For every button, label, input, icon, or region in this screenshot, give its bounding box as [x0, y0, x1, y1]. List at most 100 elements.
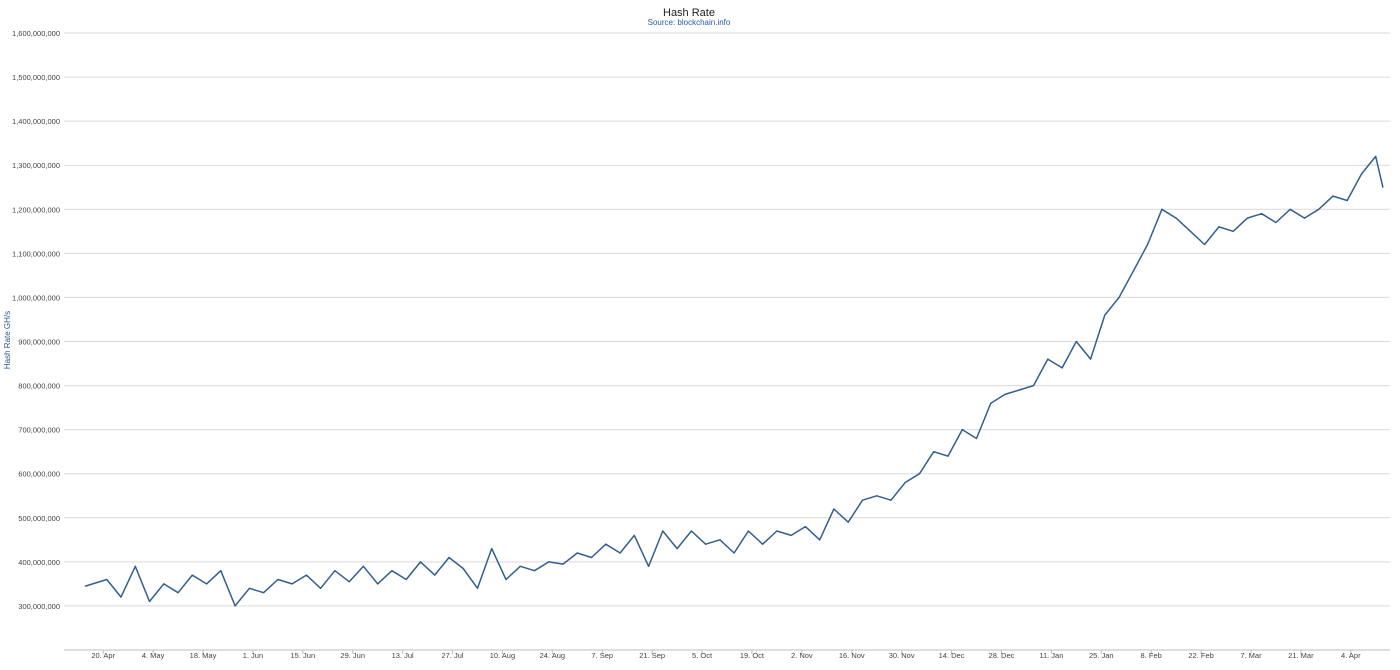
data-point — [576, 552, 578, 554]
data-point — [277, 578, 279, 581]
x-tick-label: 8. Feb — [1141, 651, 1162, 660]
data-point — [918, 473, 921, 475]
data-point — [1075, 340, 1077, 343]
x-tick-label: 18. May — [190, 651, 217, 660]
data-point — [419, 561, 422, 563]
y-tick-label: 1,100,000,000 — [12, 249, 60, 258]
data-point — [163, 583, 165, 585]
x-tick-label: 20. Apr — [91, 651, 115, 660]
y-tick-label: 800,000,000 — [18, 382, 60, 391]
data-point — [590, 556, 593, 559]
y-tick-label: 1,500,000,000 — [12, 73, 60, 82]
data-point — [1175, 217, 1177, 219]
x-tick-label: 5. Oct — [692, 651, 713, 660]
data-point — [1161, 208, 1163, 210]
data-point — [1318, 208, 1320, 210]
x-tick-label: 10. Aug — [490, 651, 515, 660]
y-tick-label: 1,400,000,000 — [12, 117, 60, 126]
x-axis-ticks: 20. Apr 4. May 18. May 1. Jun 15. Jun 29. Jun… — [91, 650, 1361, 660]
x-tick-label: 29. Jun — [340, 651, 365, 660]
data-point — [961, 429, 963, 431]
data-point — [876, 495, 878, 497]
x-tick-label: 22. Feb — [1188, 651, 1213, 660]
data-point — [1218, 226, 1220, 228]
data-point — [84, 585, 86, 587]
x-tick-label: 4. Apr — [1341, 651, 1361, 660]
data-point — [220, 570, 222, 572]
data-point — [819, 539, 821, 541]
y-tick-label: 1,200,000,000 — [12, 205, 60, 214]
data-point — [1375, 155, 1377, 157]
data-point — [1118, 296, 1120, 298]
data-point — [1275, 221, 1277, 224]
data-point — [733, 552, 735, 554]
data-point — [519, 565, 521, 567]
data-point — [348, 581, 350, 583]
data-point — [1289, 208, 1291, 210]
data-point — [1303, 217, 1306, 219]
data-point — [248, 587, 250, 589]
data-point — [476, 587, 479, 589]
data-point — [719, 539, 721, 541]
x-tick-label: 14. Dec — [939, 651, 965, 660]
data-point — [562, 563, 564, 565]
data-point — [1232, 230, 1234, 232]
data-point — [191, 574, 193, 576]
data-point — [1090, 358, 1092, 360]
series-line — [85, 155, 1384, 607]
data-point — [990, 402, 992, 404]
series-layer — [84, 155, 1384, 607]
y-tick-label: 1,000,000,000 — [12, 293, 60, 302]
y-tick-label: 1,300,000,000 — [12, 161, 60, 170]
data-point — [505, 578, 507, 581]
x-tick-label: 28. Dec — [989, 651, 1015, 660]
data-point — [263, 592, 265, 594]
data-point — [1332, 195, 1334, 197]
grid-lines — [64, 32, 1390, 651]
x-tick-label: 19. Oct — [740, 651, 765, 660]
data-point — [1360, 173, 1363, 175]
y-tick-label: 900,000,000 — [18, 338, 60, 347]
data-point — [405, 578, 407, 581]
data-point — [391, 570, 393, 572]
data-point — [291, 583, 293, 585]
data-point — [377, 583, 379, 585]
data-point — [662, 530, 664, 532]
y-tick-label: 400,000,000 — [18, 558, 60, 567]
data-point — [305, 574, 307, 576]
data-point — [847, 521, 849, 523]
data-point — [904, 481, 906, 484]
data-point — [334, 570, 336, 572]
data-point — [362, 565, 364, 567]
data-point — [1261, 213, 1263, 215]
data-point — [833, 508, 835, 510]
x-tick-label: 25. Jan — [1089, 651, 1114, 660]
data-point — [676, 548, 678, 550]
data-point — [804, 526, 807, 528]
x-tick-label: 4. May — [142, 651, 165, 660]
x-tick-label: 7. Sep — [591, 651, 613, 660]
x-tick-label: 21. Mar — [1288, 651, 1314, 660]
data-point — [776, 530, 778, 532]
x-tick-label: 21. Sep — [639, 651, 665, 660]
x-tick-label: 2. Nov — [791, 651, 813, 660]
data-point — [1246, 217, 1248, 219]
chart-title: Hash Rate — [663, 7, 715, 19]
x-tick-label: 24. Aug — [540, 651, 565, 660]
data-point — [1382, 186, 1384, 188]
data-point — [134, 565, 136, 567]
x-tick-label: 30. Nov — [889, 651, 915, 660]
x-tick-label: 15. Jun — [291, 651, 316, 660]
data-point — [605, 543, 607, 545]
data-point — [1004, 393, 1006, 395]
y-tick-label: 300,000,000 — [18, 602, 60, 611]
data-point — [1189, 230, 1191, 232]
data-point — [762, 543, 764, 545]
y-tick-label: 700,000,000 — [18, 426, 60, 435]
data-point — [320, 587, 322, 589]
data-point — [861, 499, 864, 501]
x-tick-label: 1. Jun — [243, 651, 263, 660]
data-point — [1104, 314, 1106, 316]
data-point — [234, 605, 236, 607]
x-tick-label: 16. Nov — [839, 651, 865, 660]
